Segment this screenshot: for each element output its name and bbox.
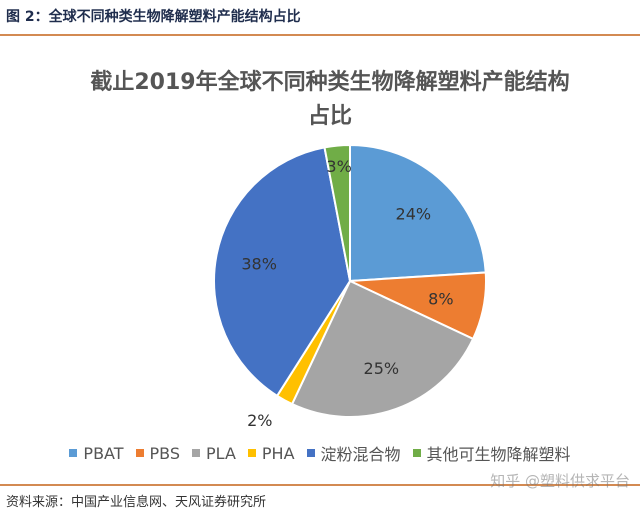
legend-item-1: PBAT [69, 441, 124, 465]
legend-swatch-1 [69, 449, 78, 457]
legend-label-6: 其他可生物降解塑料 [426, 445, 571, 464]
legend: PBAT PBS PLA PHA 淀粉混合物 其他可生物降解塑料 [0, 441, 640, 465]
legend-swatch-6 [412, 449, 421, 457]
source-note: 资料来源：中国产业信息网、天风证券研究所 [6, 495, 267, 510]
pie-slice-5 [213, 146, 352, 398]
legend-item-6: 其他可生物降解塑料 [412, 441, 571, 465]
legend-swatch-4 [247, 449, 256, 457]
legend-label-4: PHA [261, 443, 295, 463]
top-rule [0, 34, 640, 36]
chart-title-line-2: 占比 [307, 104, 352, 129]
legend-swatch-3 [192, 449, 201, 457]
data-label-4: 2% [247, 411, 272, 430]
data-label-1: 24% [396, 205, 432, 224]
legend-label-2: PBS [149, 443, 181, 463]
legend-swatch-2 [135, 449, 144, 457]
legend-item-2: PBS [135, 441, 181, 465]
legend-label-3: PLA [206, 443, 236, 463]
chart-title: 截止2019年全球不同种类生物降解塑料产能结构 占比 [60, 66, 600, 134]
pie-slice-3 [290, 279, 475, 418]
legend-swatch-5 [306, 449, 315, 457]
legend-item-3: PLA [192, 441, 236, 465]
bottom-rule [0, 484, 640, 486]
data-label-5: 38% [241, 255, 277, 274]
pie-slice-6 [323, 143, 351, 282]
chart-title-line-1: 截止2019年全球不同种类生物降解塑料产能结构 [90, 70, 570, 95]
data-label-3: 25% [364, 359, 400, 378]
data-label-2: 8% [428, 289, 453, 308]
data-label-6: 3% [326, 157, 351, 176]
legend-item-4: PHA [247, 441, 295, 465]
legend-label-5: 淀粉混合物 [320, 445, 401, 464]
legend-item-5: 淀粉混合物 [306, 441, 401, 465]
legend-label-1: PBAT [83, 443, 124, 463]
watermark: 知乎 @塑料供求平台 [490, 472, 630, 490]
pie-slice-1 [349, 143, 487, 283]
figure-caption: 图 2：全球不同种类生物降解塑料产能结构占比 [6, 9, 301, 25]
